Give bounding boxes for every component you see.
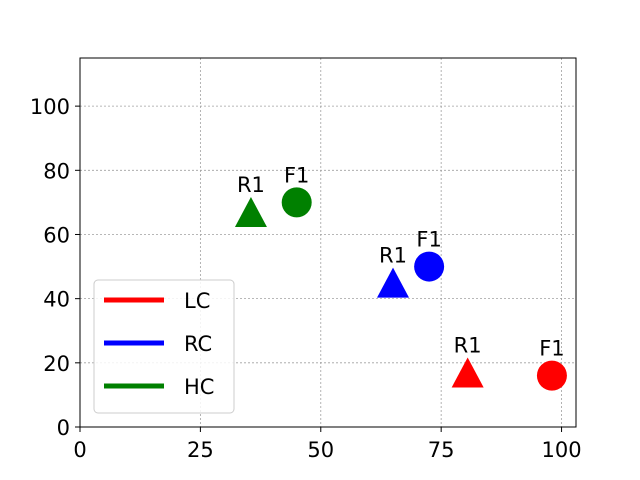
x-tick-label: 100 xyxy=(542,438,582,462)
y-tick-label: 40 xyxy=(43,288,70,312)
circle-marker xyxy=(281,187,312,218)
legend-label: RC xyxy=(184,332,212,356)
x-tick-label: 0 xyxy=(73,438,86,462)
triangle-marker xyxy=(377,267,410,298)
point-label: F1 xyxy=(416,228,441,252)
x-tick-label: 25 xyxy=(187,438,214,462)
y-tick-label: 80 xyxy=(43,159,70,183)
point-label: R1 xyxy=(454,333,482,357)
point-label: R1 xyxy=(237,173,265,197)
y-tick-label: 60 xyxy=(43,223,70,247)
y-tick-label: 20 xyxy=(43,352,70,376)
point-label: R1 xyxy=(379,244,407,268)
x-tick-label: 75 xyxy=(428,438,455,462)
point-label: F1 xyxy=(539,337,564,361)
plot-area-frame xyxy=(79,57,577,428)
legend-label: HC xyxy=(184,375,214,399)
legend-box xyxy=(93,279,235,414)
legend: LC RC HC xyxy=(93,279,235,414)
circle-marker xyxy=(536,360,567,391)
y-tick-label: 0 xyxy=(57,416,70,440)
data-markers: R1 F1 R1 F1 R1 F1 xyxy=(234,163,567,391)
legend-label: LC xyxy=(184,289,210,313)
x-tick-label: 50 xyxy=(307,438,334,462)
triangle-marker xyxy=(451,357,484,388)
triangle-marker xyxy=(234,197,267,228)
point-label: F1 xyxy=(284,163,309,187)
circle-marker xyxy=(414,251,445,282)
y-tick-label: 100 xyxy=(30,95,70,119)
axis-ticks: 0 25 50 75 100 0 20 40 60 80 100 xyxy=(30,95,582,462)
